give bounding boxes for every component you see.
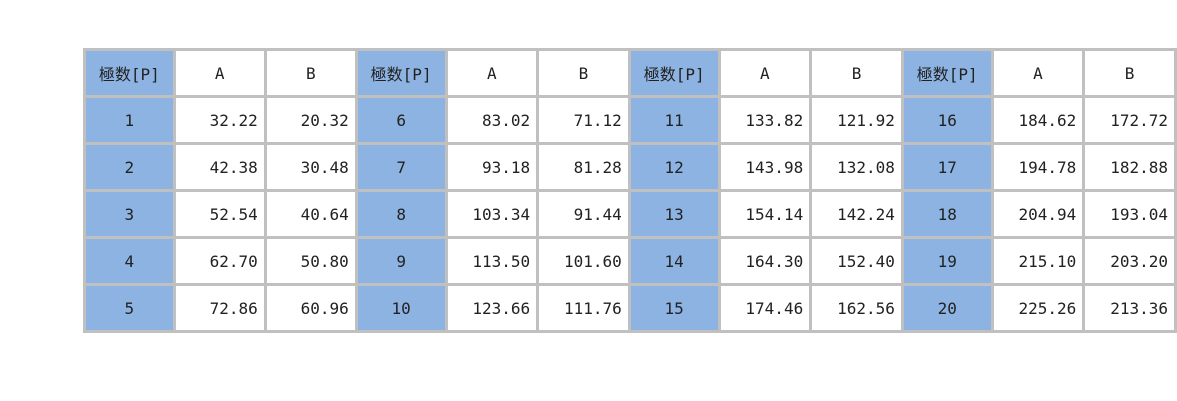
b-value-cell: 121.92	[809, 95, 904, 145]
pole-count-cell: 16	[900, 95, 994, 145]
a-value-cell: 174.46	[717, 283, 813, 333]
header-a: A	[990, 48, 1086, 98]
a-value-cell: 204.94	[990, 189, 1086, 239]
pole-dimension-table: 極数[P] A B 極数[P] A B 極数[P] A B 極数[P] A B 1 32.22 20.32 6…	[83, 48, 1177, 333]
a-value-cell: 32.22	[172, 95, 267, 145]
table-row: 4 62.70 50.80 9 113.50 101.60 14 164.30 152.40 19…	[83, 236, 1177, 286]
a-value-cell: 194.78	[990, 142, 1086, 192]
pole-count-cell: 14	[627, 236, 721, 286]
b-value-cell: 81.28	[536, 142, 631, 192]
pole-count-cell: 12	[627, 142, 721, 192]
b-value-cell: 20.32	[263, 95, 358, 145]
header-row: 極数[P] A B 極数[P] A B 極数[P] A B 極数[P] A B	[83, 48, 1177, 98]
pole-count-cell: 2	[83, 142, 176, 192]
pole-count-cell: 3	[83, 189, 176, 239]
header-b: B	[536, 48, 631, 98]
b-value-cell: 101.60	[536, 236, 631, 286]
table-row: 2 42.38 30.48 7 93.18 81.28 12 143.98 132.08 17 19…	[83, 142, 1177, 192]
a-value-cell: 184.62	[990, 95, 1086, 145]
pole-count-cell: 6	[354, 95, 448, 145]
pole-count-cell: 13	[627, 189, 721, 239]
pole-count-cell: 11	[627, 95, 721, 145]
a-value-cell: 154.14	[717, 189, 813, 239]
header-pole-count: 極数[P]	[83, 48, 176, 98]
table-row: 5 72.86 60.96 10 123.66 111.76 15 174.46 162.56 2…	[83, 283, 1177, 333]
b-value-cell: 132.08	[809, 142, 904, 192]
b-value-cell: 152.40	[809, 236, 904, 286]
a-value-cell: 62.70	[172, 236, 267, 286]
pole-count-cell: 4	[83, 236, 176, 286]
a-value-cell: 133.82	[717, 95, 813, 145]
header-b: B	[263, 48, 358, 98]
header-b: B	[1082, 48, 1177, 98]
a-value-cell: 42.38	[172, 142, 267, 192]
header-a: A	[444, 48, 540, 98]
pole-count-cell: 10	[354, 283, 448, 333]
b-value-cell: 172.72	[1082, 95, 1177, 145]
header-pole-count: 極数[P]	[900, 48, 994, 98]
b-value-cell: 71.12	[536, 95, 631, 145]
table-row: 3 52.54 40.64 8 103.34 91.44 13 154.14 142.24 18 2…	[83, 189, 1177, 239]
a-value-cell: 103.34	[444, 189, 540, 239]
pole-count-cell: 20	[900, 283, 994, 333]
b-value-cell: 30.48	[263, 142, 358, 192]
header-b: B	[809, 48, 904, 98]
b-value-cell: 182.88	[1082, 142, 1177, 192]
a-value-cell: 123.66	[444, 283, 540, 333]
b-value-cell: 142.24	[809, 189, 904, 239]
b-value-cell: 50.80	[263, 236, 358, 286]
a-value-cell: 143.98	[717, 142, 813, 192]
b-value-cell: 91.44	[536, 189, 631, 239]
table-row: 1 32.22 20.32 6 83.02 71.12 11 133.82 121.92 16 18…	[83, 95, 1177, 145]
a-value-cell: 93.18	[444, 142, 540, 192]
header-a: A	[717, 48, 813, 98]
a-value-cell: 72.86	[172, 283, 267, 333]
b-value-cell: 203.20	[1082, 236, 1177, 286]
pole-count-cell: 1	[83, 95, 176, 145]
b-value-cell: 193.04	[1082, 189, 1177, 239]
pole-count-cell: 7	[354, 142, 448, 192]
pole-count-cell: 18	[900, 189, 994, 239]
a-value-cell: 215.10	[990, 236, 1086, 286]
a-value-cell: 225.26	[990, 283, 1086, 333]
b-value-cell: 40.64	[263, 189, 358, 239]
a-value-cell: 113.50	[444, 236, 540, 286]
header-pole-count: 極数[P]	[354, 48, 448, 98]
a-value-cell: 164.30	[717, 236, 813, 286]
b-value-cell: 213.36	[1082, 283, 1177, 333]
a-value-cell: 52.54	[172, 189, 267, 239]
pole-count-cell: 19	[900, 236, 994, 286]
b-value-cell: 60.96	[263, 283, 358, 333]
pole-count-cell: 9	[354, 236, 448, 286]
pole-count-cell: 15	[627, 283, 721, 333]
pole-count-cell: 5	[83, 283, 176, 333]
a-value-cell: 83.02	[444, 95, 540, 145]
b-value-cell: 111.76	[536, 283, 631, 333]
pole-count-cell: 17	[900, 142, 994, 192]
b-value-cell: 162.56	[809, 283, 904, 333]
header-a: A	[172, 48, 267, 98]
pole-count-cell: 8	[354, 189, 448, 239]
header-pole-count: 極数[P]	[627, 48, 721, 98]
